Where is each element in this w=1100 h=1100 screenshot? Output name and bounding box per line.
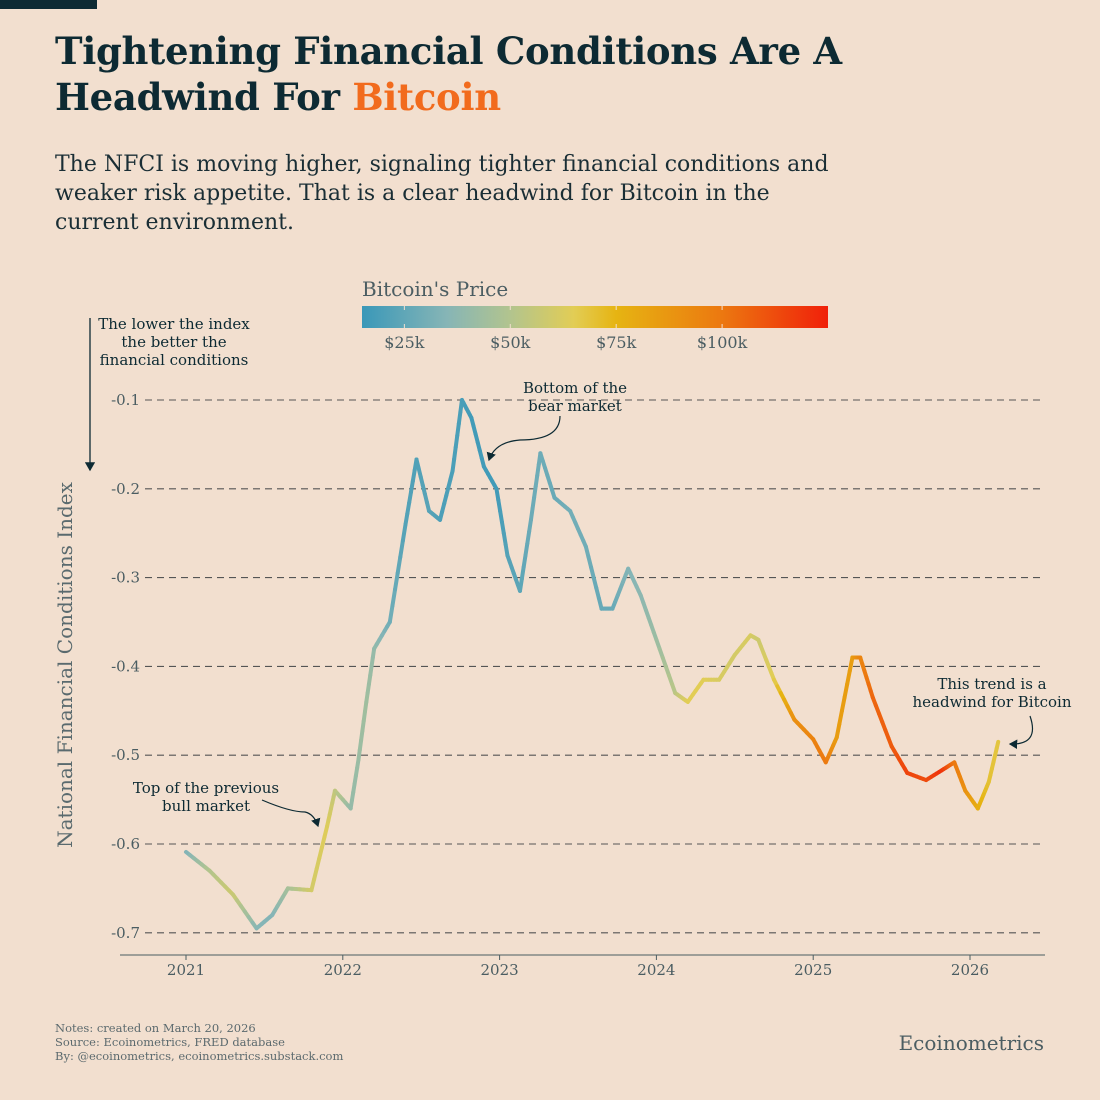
chart-subtitle: The NFCI is moving higher, signaling tig… (55, 152, 829, 235)
y-axis-label: National Financial Conditions Index (53, 481, 77, 848)
footer-source: Source: Ecoinometrics, FRED database (55, 1035, 285, 1049)
y-tick-label: -0.2 (111, 480, 140, 498)
x-tick-label: 2023 (481, 961, 519, 979)
x-tick-label: 2026 (951, 961, 989, 979)
colorbar-title: Bitcoin's Price (362, 277, 508, 301)
title-prefix: Headwind For (55, 75, 353, 119)
nfci-line-segment (393, 571, 400, 592)
annotation-text: bear market (528, 397, 622, 415)
annotation-trend: This trend is a headwind for Bitcoin (912, 675, 1071, 711)
brand-logo-text: Ecoinometrics (898, 1031, 1044, 1055)
colorbar-tick-label: $50k (490, 333, 531, 352)
colorbar-tick-label: $100k (697, 333, 748, 352)
annotation-arrow-top (261, 799, 321, 828)
annotation-text: bull market (162, 797, 250, 815)
title-line-2: Headwind For Bitcoin (55, 74, 842, 120)
footer-notes: Notes: created on March 20, 2026 Source:… (55, 1021, 343, 1063)
x-tick-label: 2022 (324, 961, 362, 979)
y-tick-label: -0.3 (111, 569, 140, 587)
y-tick-label: -0.4 (111, 657, 140, 675)
nfci-line-segment (387, 603, 395, 624)
x-tick-label: 2021 (167, 961, 205, 979)
colorbar-tick-label: $75k (596, 333, 637, 352)
annotation-arrow-trend (1008, 715, 1034, 750)
colorbar-tick-label: $25k (384, 333, 425, 352)
nfci-line-segment (994, 739, 1001, 751)
nfci-line-segment (834, 722, 842, 740)
footer-by: By: @ecoinometrics, ecoinometrics.substa… (55, 1049, 344, 1063)
annotation-arrow-bottom (486, 415, 561, 462)
annotation-bottom: Bottom of the bear market (523, 379, 627, 415)
nfci-line-segment (390, 587, 398, 608)
chart-title: Tightening Financial Conditions Are A He… (55, 28, 842, 120)
nfci-line-segment (395, 554, 403, 576)
annotation-index-note: The lower the index the better the finan… (98, 315, 250, 369)
x-tick-label: 2025 (794, 961, 832, 979)
footer-notes-line: Notes: created on March 20, 2026 (55, 1021, 256, 1035)
annotation-text: Bottom of the (523, 379, 627, 397)
nfci-line-segment (400, 522, 408, 543)
title-line-1: Tightening Financial Conditions Are A (55, 29, 842, 73)
y-tick-label: -0.5 (111, 746, 140, 764)
annotation-text: the better the (121, 333, 226, 351)
annotation-text: financial conditions (100, 351, 249, 369)
nfci-line-segment (837, 708, 844, 727)
annotation-text: The lower the index (98, 315, 250, 333)
nfci-line-segment (398, 538, 405, 559)
y-tick-label: -0.7 (111, 924, 140, 942)
annotation-text: headwind for Bitcoin (912, 693, 1071, 711)
x-tick-label: 2024 (637, 961, 675, 979)
nfci-line-segment (845, 668, 852, 687)
colorbar-gradient (362, 306, 828, 328)
y-tick-label: -0.6 (111, 835, 140, 853)
annotation-text: This trend is a (937, 675, 1046, 693)
nfci-line-segment (842, 682, 850, 700)
y-tick-label: -0.1 (111, 391, 140, 409)
annotation-top: Top of the previous bull market (133, 779, 279, 815)
nfci-line-segment (839, 695, 847, 713)
title-highlight: Bitcoin (352, 75, 501, 119)
top-accent-bar (0, 0, 97, 9)
nfci-line-segment (847, 655, 855, 673)
annotation-text: Top of the previous (133, 779, 279, 797)
